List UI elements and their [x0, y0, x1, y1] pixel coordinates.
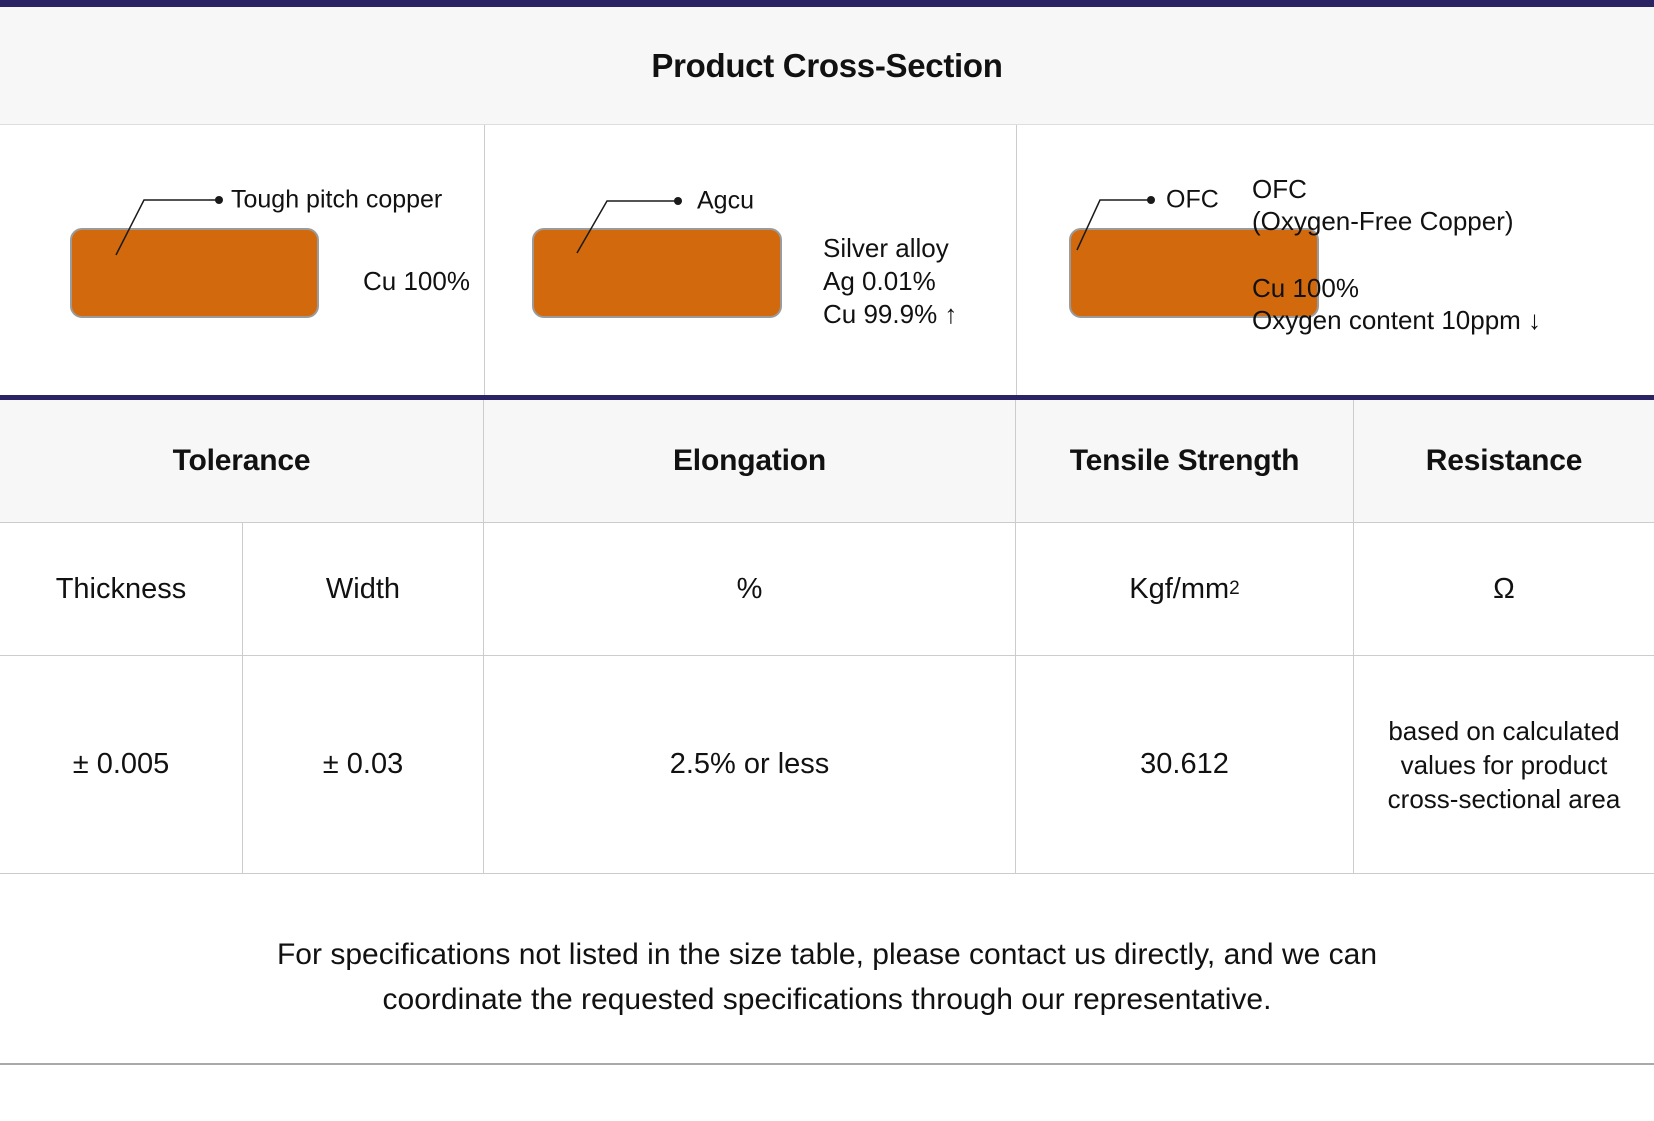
table-unit-row: Thickness Width % Kgf/mm 2 Ω — [0, 523, 1654, 656]
panel-note-agcu: Silver alloy Ag 0.01% Cu 99.9% ↑ — [823, 232, 957, 331]
unit-tensile: Kgf/mm 2 — [1016, 523, 1354, 655]
value-width: ± 0.03 — [243, 656, 484, 873]
panel-note-ofc-composition: Cu 100% Oxygen content 10ppm ↓ — [1252, 272, 1541, 336]
value-resistance: based on calculated values for product c… — [1354, 656, 1654, 873]
panel-label-tough-pitch-copper: Tough pitch copper — [231, 185, 443, 214]
footer-note: For specifications not listed in the siz… — [0, 874, 1654, 1121]
page-title: Product Cross-Section — [651, 46, 1003, 84]
top-accent-bar — [0, 0, 1654, 7]
unit-width: Width — [243, 523, 484, 655]
unit-elongation: % — [484, 523, 1016, 655]
unit-thickness: Thickness — [0, 523, 243, 655]
bottom-divider-line — [0, 1063, 1654, 1065]
table-value-row: ± 0.005 ± 0.03 2.5% or less 30.612 based… — [0, 656, 1654, 874]
value-thickness: ± 0.005 — [0, 656, 243, 873]
title-band: Product Cross-Section — [0, 7, 1654, 125]
note-line: Cu 99.9% ↑ — [823, 299, 958, 329]
copper-swatch-agcu — [532, 228, 782, 318]
table-header-row: Tolerance Elongation Tensile Strength Re… — [0, 400, 1654, 523]
note-line: OFC — [1252, 174, 1307, 204]
panel-divider — [484, 125, 485, 395]
value-elongation: 2.5% or less — [484, 656, 1016, 873]
header-resistance: Resistance — [1425, 444, 1583, 477]
cross-section-panels: Tough pitch copper Agcu OFC Cu 100% Silv… — [0, 125, 1654, 395]
header-tolerance: Tolerance — [0, 400, 484, 522]
note-line: Silver alloy — [823, 233, 949, 263]
panel-note-cu100: Cu 100% — [363, 266, 470, 296]
header-tensile-strength: Tensile Strength — [1016, 400, 1354, 522]
unit-tensile-base: Kgf/mm — [1129, 572, 1230, 605]
header-elongation: Elongation — [484, 400, 1016, 522]
panel-label-agcu: Agcu — [697, 186, 754, 215]
panel-divider — [1016, 125, 1017, 395]
panel-label-ofc: OFC — [1166, 185, 1219, 214]
footer-line-2: coordinate the requested specifications … — [382, 983, 1272, 1016]
note-line: Oxygen content 10ppm ↓ — [1252, 305, 1542, 335]
copper-swatch-tough-pitch — [70, 228, 319, 318]
unit-resistance: Ω — [1493, 572, 1515, 605]
panel-note-ofc-name: OFC (Oxygen-Free Copper) — [1252, 173, 1514, 237]
table-top-accent-line — [0, 395, 1654, 400]
note-line: (Oxygen-Free Copper) — [1252, 206, 1514, 236]
value-tensile: 30.612 — [1016, 656, 1354, 873]
resistance-note: based on calculated values for product c… — [1387, 715, 1621, 814]
note-line: Cu 100% — [1252, 273, 1359, 303]
footer-line-1: For specifications not listed in the siz… — [276, 938, 1378, 971]
note-line: Ag 0.01% — [823, 266, 936, 296]
